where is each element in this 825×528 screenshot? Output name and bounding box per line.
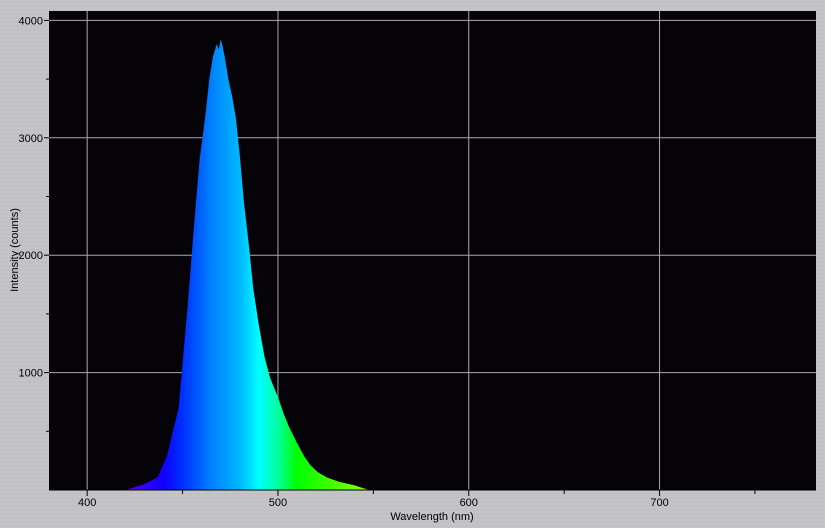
x-tick-label: 400 — [78, 497, 96, 509]
x-tick-label: 600 — [460, 497, 478, 509]
x-tick-label: 700 — [650, 497, 668, 509]
plot-area — [49, 11, 816, 490]
y-tick-label: 1000 — [19, 368, 43, 380]
x-axis-label: Wavelength (nm) — [390, 511, 473, 523]
y-tick-label: 3000 — [19, 133, 43, 145]
y-tick-label: 2000 — [19, 250, 43, 262]
spectrum-area — [125, 39, 370, 490]
axes: 400 500 600 700 1000 2000 3000 4000 — [19, 15, 816, 509]
grid-lines — [49, 11, 816, 490]
x-tick-label: 500 — [269, 497, 287, 509]
y-tick-label: 4000 — [19, 15, 43, 27]
y-axis-label: Intensity (counts) — [9, 208, 21, 292]
